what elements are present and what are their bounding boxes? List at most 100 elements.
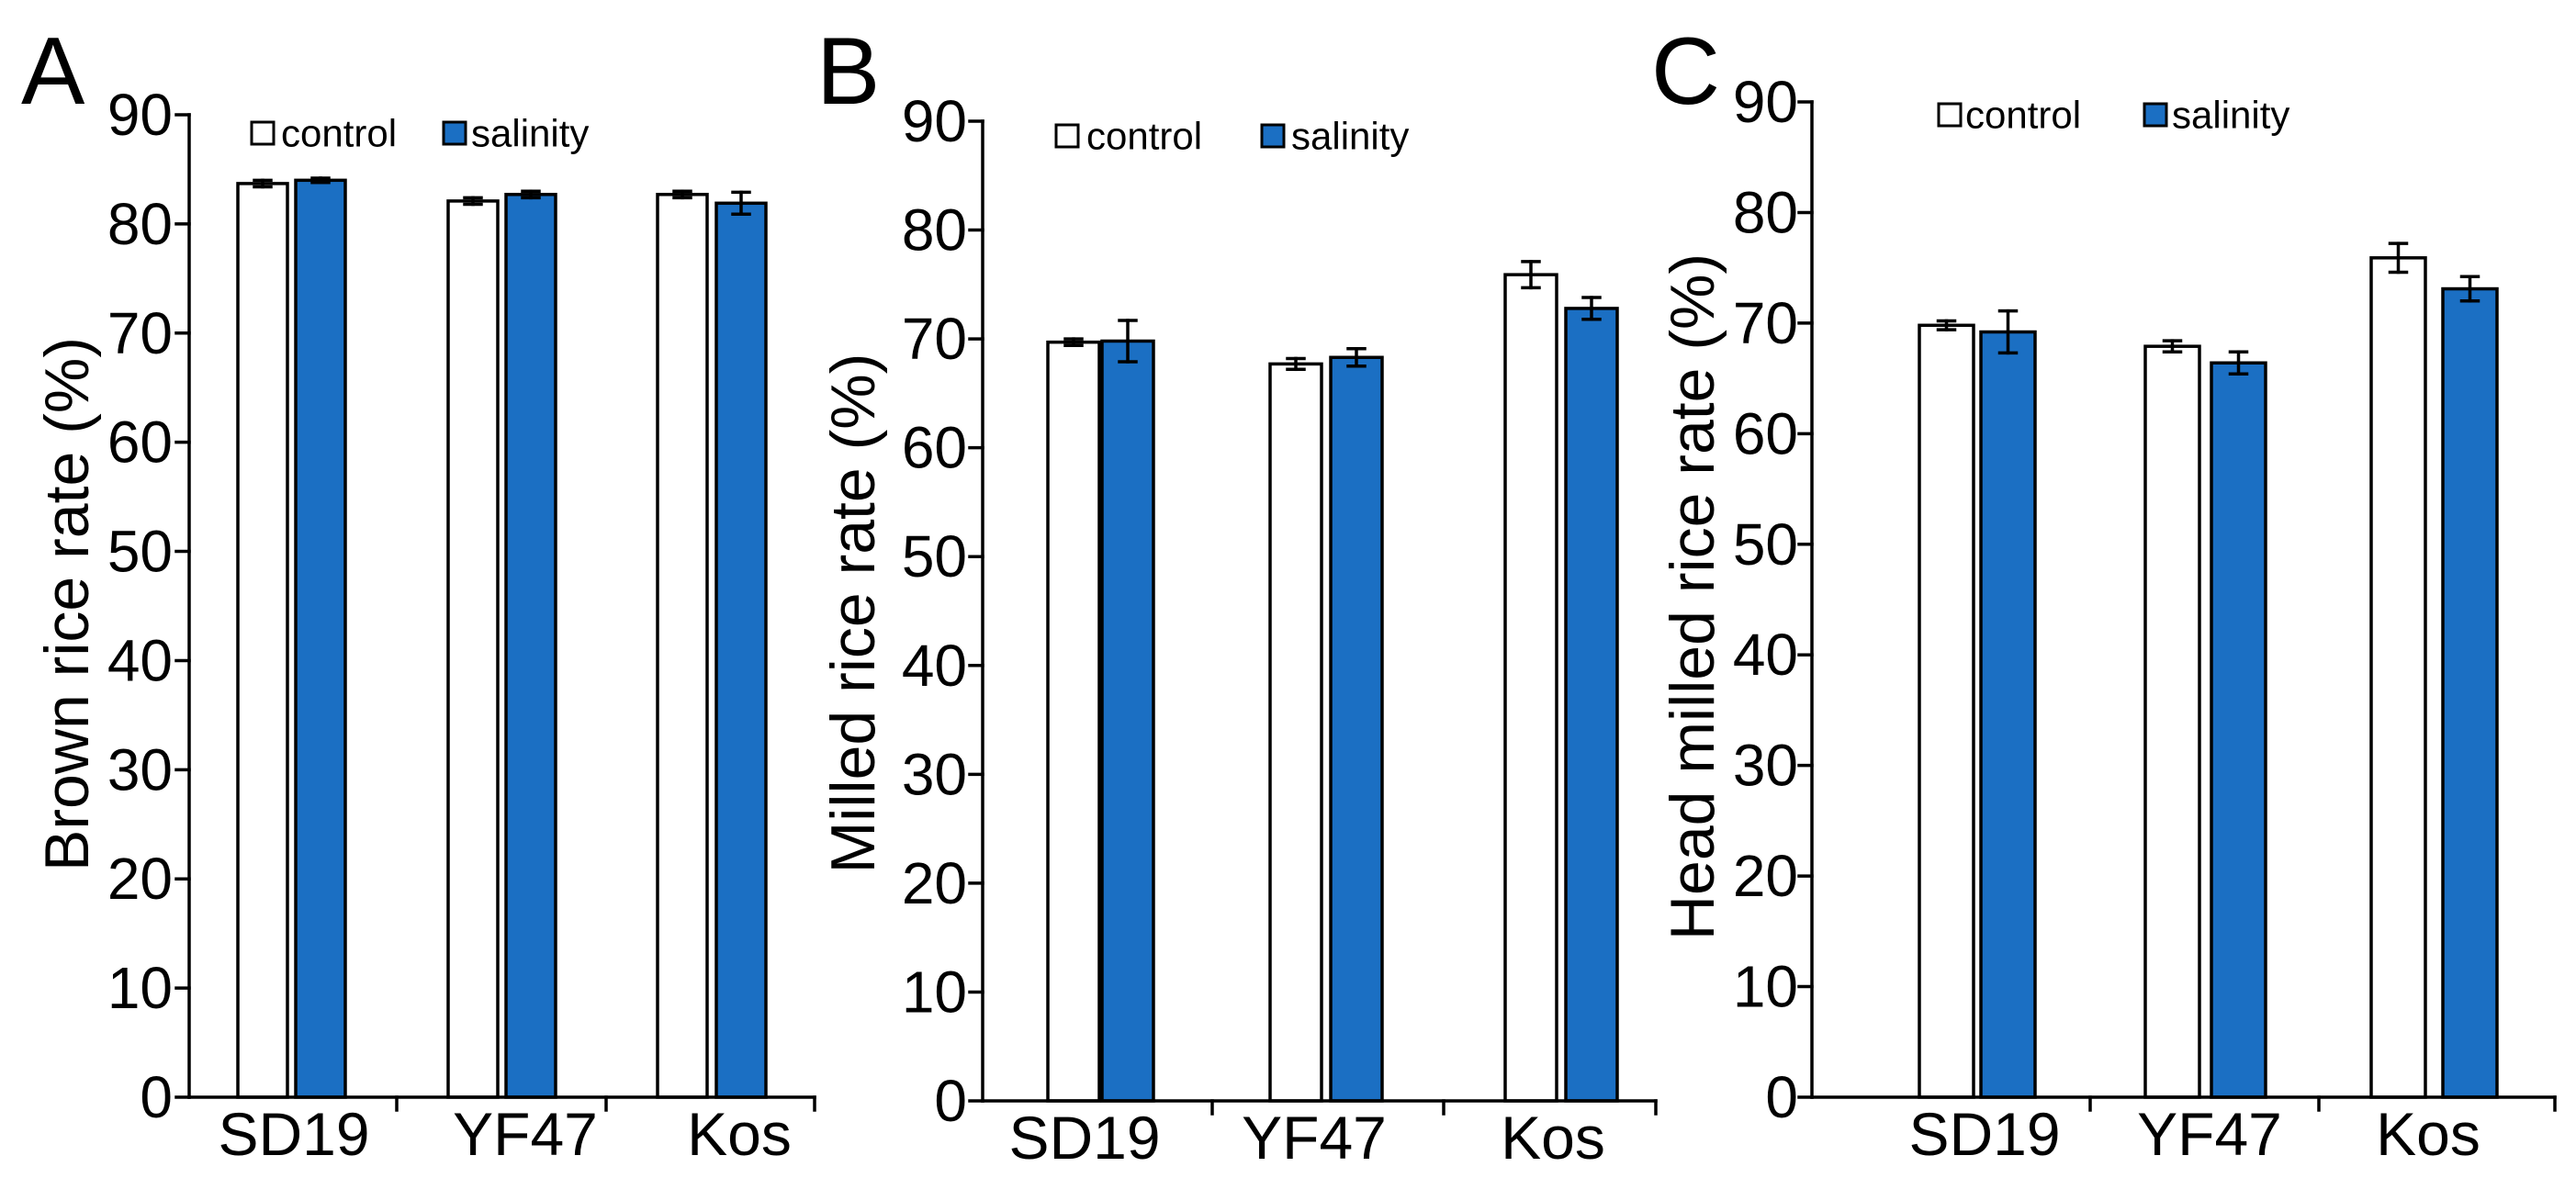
y-tick-label: 80 [107, 191, 173, 257]
bar-control-kos [2369, 256, 2427, 1099]
error-bar-control-yf47 [1286, 356, 1306, 372]
legend-swatch-salinity [2143, 102, 2168, 128]
y-tick-label: 60 [107, 409, 173, 476]
y-tick-label: 40 [107, 627, 173, 693]
y-tick-label: 40 [902, 633, 967, 699]
error-bar-control-kos [2388, 241, 2409, 275]
y-tick-label: 0 [140, 1064, 173, 1130]
error-bar-salinity-kos [2459, 275, 2480, 303]
error-bar-salinity-yf47 [521, 189, 541, 200]
y-tick-label: 70 [107, 300, 173, 366]
bar-control-sd19 [1918, 323, 1975, 1099]
legend-label-control: control [1965, 94, 2081, 137]
y-tick-label: 40 [1733, 622, 1798, 688]
legend-item-control: control [250, 112, 397, 155]
bar-salinity-kos [1564, 307, 1619, 1103]
bar-salinity-yf47 [504, 193, 557, 1099]
y-tick-label: 10 [902, 959, 967, 1025]
y-tick-label: 0 [1765, 1064, 1798, 1130]
legend-item-control: control [1054, 115, 1202, 158]
x-category-label-sd19: SD19 [1908, 1100, 2060, 1168]
error-bar-control-sd19 [253, 178, 273, 189]
y-tick-label: 10 [1733, 954, 1798, 1020]
panel-a: A Brown rice rate (%) 0 10 20 30 40 50 60 70 80 90 S… [21, 18, 816, 1168]
x-category-label-yf47: YF47 [1242, 1104, 1387, 1172]
y-tick-label: 90 [1733, 69, 1798, 135]
y-tick-label: 50 [107, 519, 173, 585]
y-tick-label: 20 [107, 846, 173, 912]
legend-label-salinity: salinity [1291, 115, 1409, 158]
error-bar-salinity-kos [731, 190, 751, 216]
bar-control-sd19 [1046, 340, 1101, 1103]
panel-c: C Head milled rice rate (%) 0 10 20 30 40 50 60 7… [1651, 18, 2557, 1168]
y-tick-label: 50 [902, 523, 967, 589]
x-category-label-kos: Kos [2376, 1100, 2480, 1168]
y-tick-label: 90 [107, 82, 173, 148]
bar-salinity-sd19 [1100, 339, 1155, 1103]
x-category-label-yf47: YF47 [2137, 1100, 2282, 1168]
legend-label-salinity: salinity [471, 112, 589, 155]
error-bar-control-yf47 [463, 196, 483, 207]
legend-item-salinity: salinity [1260, 115, 1409, 158]
bar-salinity-sd19 [1979, 330, 2037, 1099]
y-tick-label: 10 [107, 955, 173, 1021]
y-tick-label: 70 [902, 306, 967, 372]
legend-swatch-salinity [442, 120, 467, 146]
error-bar-control-kos [672, 189, 692, 200]
y-tick-label: 20 [1733, 843, 1798, 909]
legend-label-control: control [1086, 115, 1202, 158]
y-axis-title: Milled rice rate (%) [818, 353, 888, 874]
bar-salinity-sd19 [294, 178, 347, 1099]
error-bar-salinity-yf47 [2228, 350, 2249, 376]
legend-swatch-control [1054, 123, 1080, 149]
y-tick-label: 0 [934, 1068, 967, 1134]
y-tick-label: 80 [902, 197, 967, 264]
bar-salinity-kos [2441, 286, 2499, 1099]
panel-label: A [21, 18, 85, 125]
error-bar-salinity-kos [1581, 296, 1602, 321]
x-category-label-sd19: SD19 [1008, 1104, 1160, 1172]
legend-label-salinity: salinity [2172, 94, 2289, 137]
y-tick-label: 50 [1733, 511, 1798, 578]
legend-item-control: control [1937, 94, 2081, 137]
panel-label: B [816, 18, 880, 125]
bar-salinity-kos [714, 201, 768, 1099]
error-bar-salinity-sd19 [310, 176, 331, 185]
x-category-label-yf47: YF47 [453, 1100, 598, 1168]
bar-control-yf47 [1268, 362, 1323, 1103]
y-tick-label: 60 [1733, 400, 1798, 466]
bar-control-kos [656, 193, 709, 1099]
legend-item-salinity: salinity [2143, 94, 2289, 137]
y-tick-label: 70 [1733, 290, 1798, 356]
bar-control-yf47 [2143, 344, 2201, 1099]
y-axis-title: Brown rice rate (%) [32, 337, 102, 871]
bar-salinity-yf47 [2210, 361, 2267, 1099]
error-bar-control-sd19 [1936, 319, 1957, 331]
bar-salinity-yf47 [1329, 355, 1384, 1103]
y-tick-label: 80 [1733, 179, 1798, 245]
legend-item-salinity: salinity [442, 112, 589, 155]
error-bar-control-sd19 [1063, 337, 1084, 347]
y-tick-label: 30 [902, 741, 967, 807]
x-category-label-kos: Kos [687, 1100, 792, 1168]
y-tick-label: 90 [902, 88, 967, 154]
panel-b: B Milled rice rate (%) 0 10 20 30 40 50 60 70 80 90… [816, 18, 1658, 1172]
bar-control-sd19 [236, 182, 289, 1099]
bar-control-yf47 [446, 199, 500, 1099]
error-bar-control-kos [1521, 260, 1541, 290]
legend-swatch-control [1937, 102, 1963, 128]
legend-label-control: control [281, 112, 397, 155]
y-tick-label: 20 [902, 850, 967, 916]
y-tick-label: 30 [107, 736, 173, 802]
y-tick-label: 30 [1733, 733, 1798, 799]
x-category-label-kos: Kos [1501, 1104, 1605, 1172]
panel-label: C [1651, 18, 1720, 125]
legend-swatch-salinity [1260, 123, 1286, 149]
y-axis-title: Head milled rice rate (%) [1658, 253, 1727, 940]
error-bar-control-yf47 [2162, 339, 2183, 353]
y-tick-label: 60 [902, 415, 967, 481]
error-bar-salinity-sd19 [1118, 319, 1138, 364]
bar-control-kos [1503, 273, 1558, 1103]
error-bar-salinity-yf47 [1346, 347, 1367, 368]
